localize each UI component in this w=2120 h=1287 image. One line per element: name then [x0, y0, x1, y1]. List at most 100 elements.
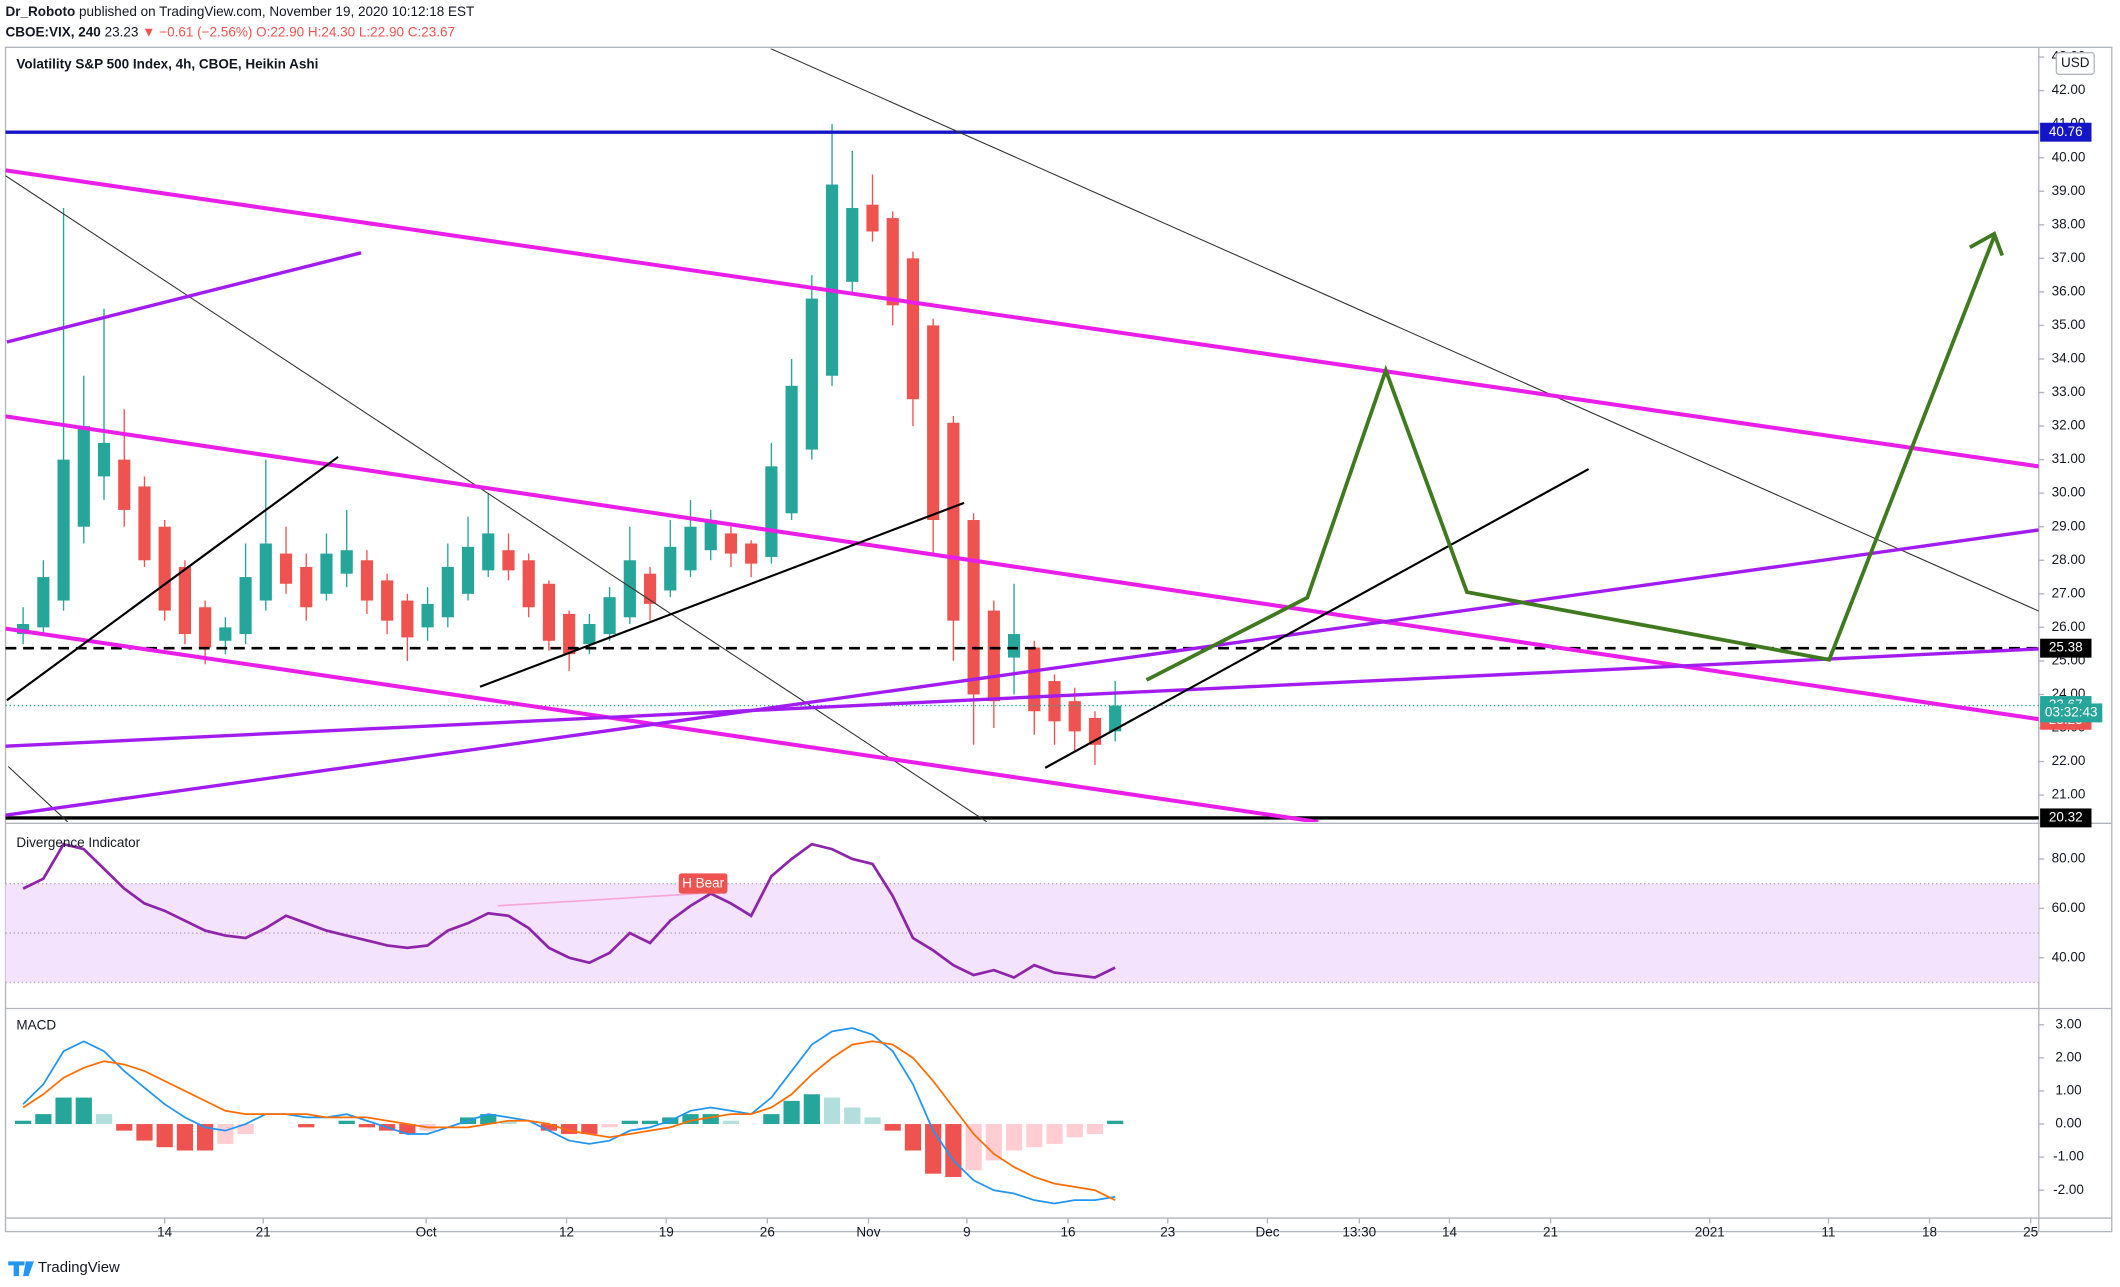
histogram-bar	[399, 1124, 416, 1134]
y-tick-label: 36.00	[2052, 283, 2086, 298]
y-tick-label: 27.00	[2052, 585, 2086, 600]
annotation-box	[678, 873, 728, 894]
candle-body	[825, 184, 839, 376]
histogram-bar	[844, 1107, 861, 1125]
x-tick-label: Oct	[416, 1224, 437, 1239]
histogram-bar	[803, 1094, 820, 1125]
candle-body	[441, 566, 454, 618]
histogram-bar	[338, 1120, 355, 1125]
last-price: 23.23	[105, 24, 139, 39]
histogram-bar	[540, 1124, 558, 1131]
x-tick-label: 12	[559, 1224, 574, 1239]
x-tick-label: Dec	[1255, 1224, 1279, 1239]
histogram-bar	[945, 1124, 962, 1177]
x-tick-label: 21	[1543, 1224, 1558, 1239]
candle-body	[259, 543, 272, 601]
candle-body	[37, 577, 50, 628]
channel-line	[5, 168, 2039, 469]
candle-body	[704, 520, 717, 551]
histogram-bar	[823, 1097, 841, 1125]
candle-body	[239, 577, 252, 635]
histogram-bar	[702, 1114, 719, 1125]
histogram-bar	[1066, 1124, 1083, 1138]
x-tick-label: 18	[1922, 1224, 1937, 1239]
pane-0	[17, 124, 1122, 765]
candle-body	[522, 560, 535, 608]
histogram-bar	[358, 1124, 376, 1128]
level-label-box	[2040, 638, 2092, 658]
candle-body	[643, 573, 657, 604]
x-tick-label: Nov	[856, 1224, 880, 1239]
candle-body	[805, 298, 818, 450]
x-tick-label: 9	[963, 1224, 971, 1239]
pane-title: MACD	[16, 1018, 56, 1033]
level-label: 25.38	[2049, 640, 2083, 655]
candle-body	[623, 560, 636, 618]
histogram-bar	[682, 1114, 699, 1125]
candle-body	[57, 459, 70, 601]
candle-body	[219, 627, 232, 641]
candle-body	[199, 607, 212, 648]
candle-body	[360, 560, 373, 601]
trendline	[770, 48, 2039, 612]
histogram-bar	[601, 1124, 618, 1128]
support-line	[1044, 468, 1590, 769]
histogram-bar	[763, 1114, 780, 1125]
candle-body	[138, 486, 151, 561]
candle-body	[947, 422, 960, 621]
candle-body	[461, 546, 475, 594]
candle-body	[603, 597, 616, 635]
symbol: CBOE:VIX, 240	[6, 24, 101, 39]
histogram-bar	[95, 1114, 113, 1125]
x-tick-label: 19	[659, 1224, 674, 1239]
candle-body	[77, 426, 90, 527]
histogram-bar	[35, 1114, 52, 1125]
histogram-bar	[116, 1124, 133, 1131]
trendline	[7, 766, 69, 822]
y-tick-label: 31.00	[2052, 451, 2086, 466]
y-tick-label: 29.00	[2052, 518, 2086, 533]
candle-body	[846, 208, 859, 282]
histogram-bar	[621, 1120, 638, 1125]
y-tick-label: -2.00	[2053, 1182, 2084, 1197]
candle-body	[785, 385, 798, 514]
y-tick-label: -1.00	[2053, 1149, 2084, 1164]
x-tick-label: 13:30	[1342, 1224, 1376, 1239]
y-tick-label: 33.00	[2052, 384, 2086, 399]
histogram-bar	[237, 1124, 254, 1134]
purple-line	[5, 528, 2039, 817]
level-label: 20.32	[2049, 809, 2083, 824]
histogram-bar	[55, 1097, 72, 1125]
candle-body	[765, 466, 778, 557]
x-tick-label: 11	[1821, 1224, 1835, 1239]
candle-body	[320, 553, 333, 594]
candle-body	[664, 546, 677, 591]
author: Dr_Roboto	[6, 4, 76, 19]
annotation: H Bear	[682, 876, 725, 891]
histogram-bar	[864, 1117, 881, 1125]
candle-body	[724, 533, 738, 554]
ohlc: O:22.90 H:24.30 L:22.90 C:23.67	[256, 24, 455, 39]
countdown: 03:32:43	[2045, 704, 2098, 719]
histogram-bar	[561, 1124, 578, 1134]
x-tick-label: 26	[760, 1224, 775, 1239]
histogram-bar	[156, 1124, 173, 1148]
level-label-box	[2040, 808, 2092, 828]
channel-line	[5, 414, 2039, 722]
candle-body	[1109, 705, 1122, 732]
candle-body	[300, 566, 313, 608]
y-tick-label: 32.00	[2052, 418, 2086, 433]
currency-box	[2055, 52, 2095, 76]
macd-line	[22, 1027, 1116, 1205]
histogram-bar	[1107, 1120, 1124, 1125]
histogram-bar	[15, 1120, 32, 1125]
projection-path	[1145, 235, 1996, 682]
candle-body	[97, 442, 111, 477]
y-tick-label: 35.00	[2052, 317, 2086, 332]
candle-body	[1068, 701, 1081, 732]
channel-line	[5, 626, 1319, 822]
currency: USD	[2061, 55, 2090, 70]
